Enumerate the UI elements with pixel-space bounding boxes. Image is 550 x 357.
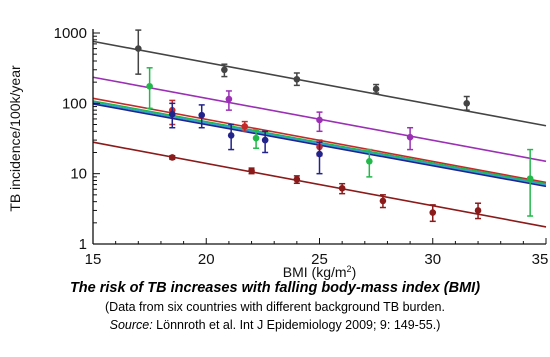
data-point bbox=[248, 167, 255, 175]
x-tick-label: 30 bbox=[424, 251, 441, 268]
data-point bbox=[429, 209, 437, 216]
source-label: Source: bbox=[109, 318, 153, 332]
figure-caption-title: The risk of TB increases with falling bo… bbox=[69, 280, 481, 296]
data-point bbox=[338, 184, 346, 192]
x-tick-label: 35 bbox=[532, 251, 549, 268]
data-point bbox=[293, 176, 301, 183]
data-point bbox=[135, 45, 142, 52]
data-point bbox=[198, 111, 206, 119]
figure-caption-subtitle: (Data from six countries with different … bbox=[105, 300, 445, 314]
y-tick-label: 1 bbox=[79, 236, 87, 253]
y-tick-label: 1000 bbox=[54, 25, 87, 42]
y-axis-title: TB incidence/100k/year bbox=[7, 65, 23, 212]
x-tick-label: 25 bbox=[311, 251, 328, 268]
data-point bbox=[168, 154, 176, 161]
trend-line-6 bbox=[92, 141, 547, 228]
data-point bbox=[261, 136, 269, 144]
x-axis-title: BMI (kg/m2) bbox=[283, 264, 356, 280]
data-point bbox=[168, 110, 176, 118]
trend-line-0 bbox=[92, 40, 547, 127]
data-point bbox=[146, 82, 153, 90]
data-point bbox=[366, 157, 373, 165]
x-tick-label: 15 bbox=[85, 251, 102, 268]
data-point bbox=[463, 100, 471, 107]
data-point bbox=[252, 134, 260, 142]
data-point bbox=[372, 85, 380, 93]
x-tick-label: 20 bbox=[198, 251, 215, 268]
source-text: Lönnroth et al. Int J Epidemiology 2009;… bbox=[152, 318, 441, 332]
data-point bbox=[225, 95, 233, 103]
data-point bbox=[241, 123, 249, 130]
data-point bbox=[526, 175, 534, 182]
data-point bbox=[316, 150, 323, 158]
data-point bbox=[293, 75, 301, 83]
y-tick-label: 10 bbox=[70, 166, 87, 183]
data-point bbox=[406, 133, 414, 141]
figure-caption-source: Source: Lönnroth et al. Int J Epidemiolo… bbox=[0, 318, 550, 332]
data-point bbox=[379, 197, 387, 205]
data-point bbox=[221, 66, 228, 74]
data-point bbox=[227, 132, 235, 139]
data-point bbox=[316, 116, 323, 124]
y-tick-label: 100 bbox=[62, 95, 87, 112]
data-point bbox=[474, 207, 482, 214]
bmi-tb-chart: 15 20 25 30 35 1 10 100 1000 TB incidence/100k/y… bbox=[7, 25, 549, 280]
